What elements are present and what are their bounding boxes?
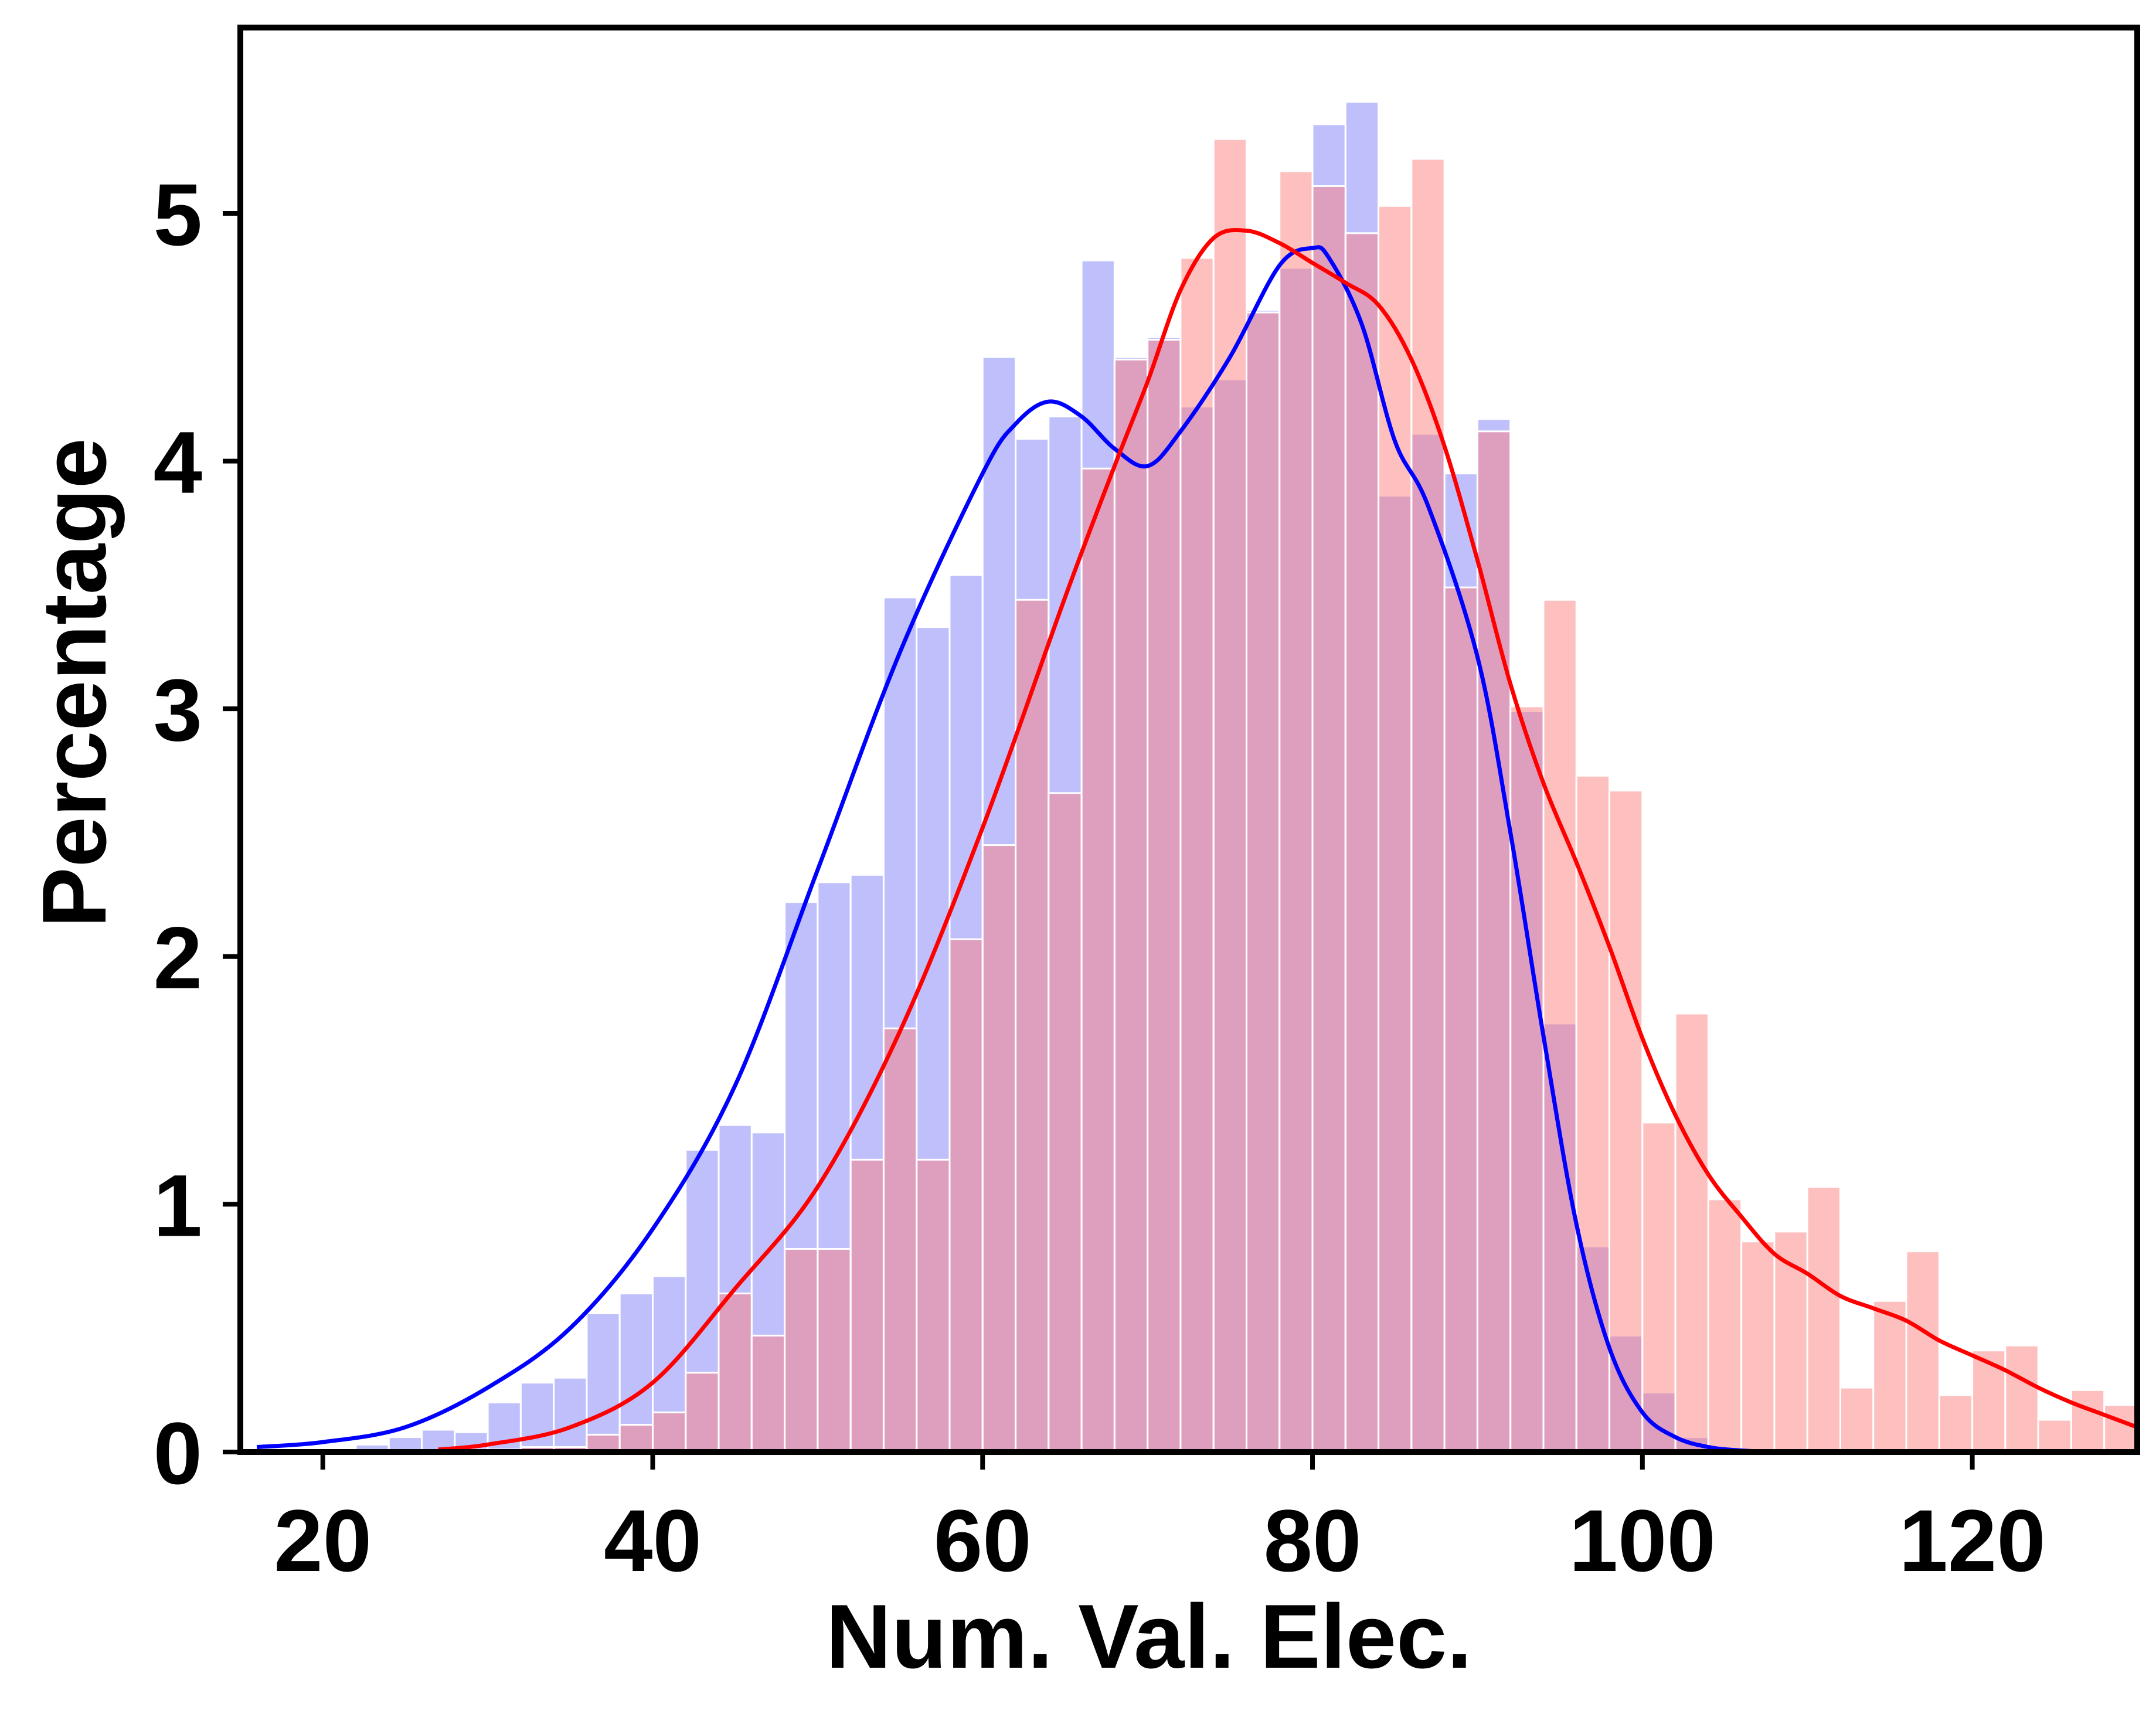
bar bbox=[1641, 1121, 1676, 1453]
bar bbox=[784, 1247, 819, 1453]
bar bbox=[1443, 586, 1478, 1453]
bar bbox=[1080, 467, 1116, 1453]
bar bbox=[651, 1411, 687, 1453]
bar bbox=[685, 1372, 720, 1453]
bar bbox=[519, 1382, 555, 1453]
bar bbox=[1378, 205, 1413, 1453]
bar bbox=[1575, 774, 1611, 1453]
bar bbox=[1015, 599, 1050, 1453]
bar bbox=[1311, 185, 1346, 1453]
bar bbox=[1806, 1186, 1841, 1453]
bar bbox=[1278, 170, 1314, 1453]
kde-line-1 bbox=[438, 227, 2138, 1452]
x-axis-label: Num. Val. Elec. bbox=[826, 1586, 1473, 1687]
bar bbox=[817, 1247, 852, 1453]
bar bbox=[1410, 158, 1446, 1453]
bar bbox=[1113, 358, 1149, 1453]
bar bbox=[1509, 705, 1545, 1453]
bar bbox=[2070, 1389, 2106, 1453]
bar bbox=[1542, 599, 1577, 1453]
bar bbox=[618, 1424, 654, 1453]
kde-layer bbox=[256, 227, 2138, 1454]
bar bbox=[1344, 232, 1380, 1453]
bar bbox=[1674, 1012, 1709, 1453]
y-axis: 0 1 2 3 4 5 bbox=[154, 165, 240, 1502]
x-tick-label: 40 bbox=[604, 1491, 702, 1590]
bar bbox=[2037, 1419, 2072, 1453]
y-tick-label: 5 bbox=[154, 165, 202, 264]
bar bbox=[1707, 1198, 1743, 1453]
bar bbox=[717, 1293, 753, 1453]
x-tick-label: 60 bbox=[934, 1491, 1032, 1590]
x-tick-label: 100 bbox=[1569, 1491, 1716, 1590]
bar bbox=[2103, 1404, 2138, 1453]
bar bbox=[1872, 1300, 1907, 1453]
x-tick-label: 80 bbox=[1264, 1491, 1362, 1590]
y-tick-label: 2 bbox=[154, 909, 202, 1007]
kde-line-0 bbox=[256, 245, 1775, 1454]
x-tick-label: 20 bbox=[274, 1491, 372, 1590]
y-tick-label: 1 bbox=[154, 1156, 202, 1254]
y-tick-label: 3 bbox=[154, 661, 202, 759]
bar bbox=[2004, 1344, 2039, 1453]
bar bbox=[1179, 257, 1215, 1453]
bar bbox=[1905, 1250, 1940, 1453]
bar bbox=[882, 1027, 918, 1453]
x-axis: 20 40 60 80 100 120 bbox=[274, 1452, 2046, 1590]
bar bbox=[1740, 1240, 1776, 1453]
bar bbox=[1609, 790, 1644, 1453]
plot-frame bbox=[237, 25, 2140, 1455]
bar bbox=[1048, 792, 1083, 1453]
y-tick-label: 0 bbox=[154, 1404, 202, 1502]
bar bbox=[1938, 1394, 1974, 1453]
bar-series-1 bbox=[454, 138, 2138, 1453]
bars-layer bbox=[355, 101, 2138, 1453]
bar bbox=[1839, 1386, 1875, 1453]
bar bbox=[981, 844, 1017, 1453]
bar bbox=[948, 938, 984, 1453]
bar bbox=[553, 1376, 588, 1453]
bar bbox=[1147, 338, 1182, 1453]
y-axis-label: Percentage bbox=[23, 438, 125, 928]
bar bbox=[750, 1334, 786, 1453]
bar bbox=[916, 1158, 951, 1453]
bar bbox=[849, 1158, 885, 1453]
bar bbox=[1245, 311, 1281, 1453]
x-tick-label: 120 bbox=[1899, 1491, 2045, 1590]
y-tick-label: 4 bbox=[154, 413, 202, 512]
bar bbox=[586, 1312, 621, 1453]
